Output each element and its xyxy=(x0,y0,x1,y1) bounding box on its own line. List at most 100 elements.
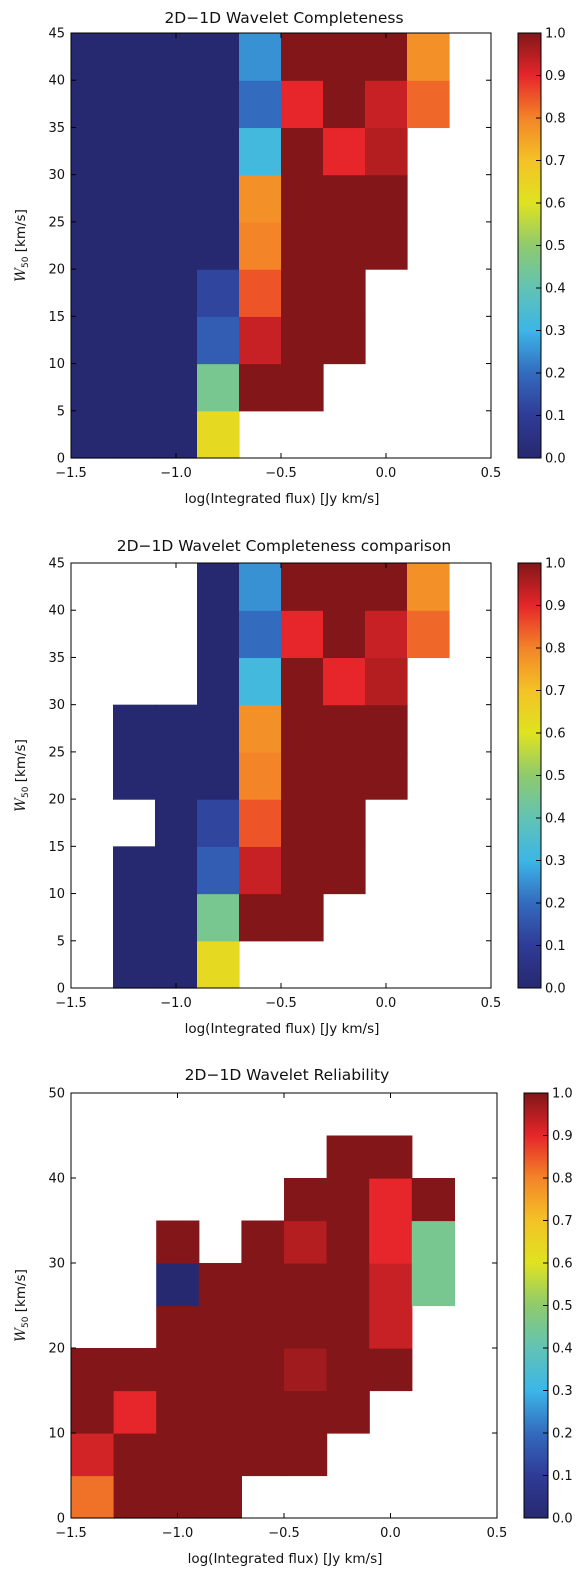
heatmap-cell xyxy=(365,127,408,176)
heatmap-cell xyxy=(369,1178,413,1222)
heatmap-cell xyxy=(113,704,156,753)
heatmap-cell xyxy=(239,363,282,412)
x-tick-label: −1.5 xyxy=(55,1526,87,1541)
heatmap-cell xyxy=(198,1305,242,1349)
heatmap-cell xyxy=(197,33,240,81)
y-tick-label: 35 xyxy=(48,651,65,666)
heatmap-cell xyxy=(197,704,240,753)
heatmap-cell xyxy=(198,1263,242,1307)
heatmap-cell xyxy=(71,80,114,129)
heatmap-cell xyxy=(71,33,114,81)
heatmap-cell xyxy=(197,80,240,129)
heatmap-cell xyxy=(365,80,408,129)
heatmap-cell xyxy=(197,127,240,176)
heatmap-cell xyxy=(407,610,450,659)
heatmap-cell xyxy=(323,127,366,176)
heatmap-cell xyxy=(365,174,408,223)
heatmap-cell xyxy=(113,751,156,800)
heatmap-cell xyxy=(323,563,366,611)
heatmap-cell xyxy=(155,33,198,81)
heatmap-cell xyxy=(323,846,366,895)
heatmap-cell xyxy=(197,363,240,412)
x-tick-label: −0.5 xyxy=(265,466,297,481)
heatmap-cell xyxy=(326,1178,370,1222)
colorbar-tick-label: 0.8 xyxy=(552,1172,573,1187)
heatmap-cell xyxy=(281,269,324,317)
heatmap-cell xyxy=(239,127,282,176)
heatmap-cell xyxy=(156,1348,200,1392)
heatmap-cell xyxy=(323,657,366,706)
heatmap-cell xyxy=(155,893,198,942)
y-tick-label: 20 xyxy=(48,793,65,808)
heatmap-cell xyxy=(326,1263,370,1307)
heatmap-cell xyxy=(71,410,114,459)
heatmap-cell xyxy=(369,1263,413,1307)
x-axis-label: log(Integrated flux) [Jy km/s] xyxy=(185,1021,380,1037)
heatmap-cell xyxy=(239,610,282,659)
heatmap-cell xyxy=(197,410,240,459)
heatmap-cell xyxy=(156,1390,200,1434)
heatmap-cell xyxy=(155,174,198,223)
heatmap-cell xyxy=(156,1475,200,1519)
colorbar-tick-label: 0.6 xyxy=(552,1257,573,1272)
heatmap-cell xyxy=(198,1390,242,1434)
heatmap-cell xyxy=(284,1178,328,1222)
heatmap-cell xyxy=(198,1475,242,1519)
heatmap-cell xyxy=(197,751,240,800)
heatmap-cell xyxy=(155,316,198,365)
x-tick-label: −1.0 xyxy=(160,466,192,481)
y-tick-label: 40 xyxy=(48,604,65,619)
chart-title: 2D−1D Wavelet Completeness comparison xyxy=(117,537,452,555)
x-tick-label: 0.0 xyxy=(376,996,397,1011)
heatmap-cell xyxy=(323,799,366,847)
heatmap-cell xyxy=(155,751,198,800)
x-axis-label: log(Integrated flux) [Jy km/s] xyxy=(188,1551,383,1567)
colorbar-tick-label: 0.7 xyxy=(545,684,566,699)
chart-panel-3: −1.5 −1.0 −0.5 0.0 0.5 0 10 20 30 40 50 2D−1D Wavel… xyxy=(13,1066,573,1567)
colorbar-tick-label: 0.2 xyxy=(552,1427,573,1442)
heatmap-cell xyxy=(71,316,114,365)
heatmap-cell xyxy=(326,1220,370,1264)
colorbar-tick-label: 0.5 xyxy=(545,769,566,784)
y-tick-label: 45 xyxy=(48,557,65,572)
y-tick-label: 5 xyxy=(57,934,65,949)
heatmap-cell xyxy=(71,1475,115,1519)
colorbar-tick-label: 1.0 xyxy=(545,27,566,42)
colorbar-tick-label: 0.9 xyxy=(552,1129,573,1144)
heatmap-cell xyxy=(155,269,198,317)
heatmap-cell xyxy=(281,563,324,611)
chart-title: 2D−1D Wavelet Completeness xyxy=(164,9,403,27)
heatmap-cell xyxy=(198,1433,242,1477)
y-tick-label: 40 xyxy=(48,1172,65,1187)
x-tick-label: 0.5 xyxy=(481,996,502,1011)
heatmap-cell xyxy=(365,33,408,81)
heatmap-cell xyxy=(113,316,156,365)
colorbar-tick-label: 0.8 xyxy=(545,112,566,127)
heatmap-cell xyxy=(281,33,324,81)
colorbar-tick-label: 1.0 xyxy=(545,557,566,572)
heatmap-cell xyxy=(198,1348,242,1392)
heatmap-cell xyxy=(197,221,240,270)
heatmap-cell xyxy=(369,1348,413,1392)
x-axis-label: log(Integrated flux) [Jy km/s] xyxy=(185,491,380,507)
heatmap-cell xyxy=(156,1433,200,1477)
x-tick-label: −1.5 xyxy=(55,996,87,1011)
y-tick-label: 45 xyxy=(48,27,65,42)
x-tick-label: 0.0 xyxy=(376,466,397,481)
colorbar-tick-label: 0.3 xyxy=(552,1384,573,1399)
heatmap-cell xyxy=(155,410,198,459)
colorbar-tick-label: 0.3 xyxy=(545,854,566,869)
heatmap-cell xyxy=(197,174,240,223)
heatmap-cell xyxy=(71,363,114,412)
heatmap-cell xyxy=(241,1220,285,1264)
x-tick-label: −1.0 xyxy=(160,996,192,1011)
heatmap-cell xyxy=(323,704,366,753)
y-tick-label: 10 xyxy=(48,1427,65,1442)
heatmap-cell xyxy=(197,846,240,895)
colorbar-tick-label: 0.2 xyxy=(545,367,566,382)
colorbar-tick-label: 0.4 xyxy=(545,812,566,827)
y-tick-label: 40 xyxy=(48,74,65,89)
heatmap-cell xyxy=(281,80,324,129)
colorbar-tick-label: 0.9 xyxy=(545,599,566,614)
